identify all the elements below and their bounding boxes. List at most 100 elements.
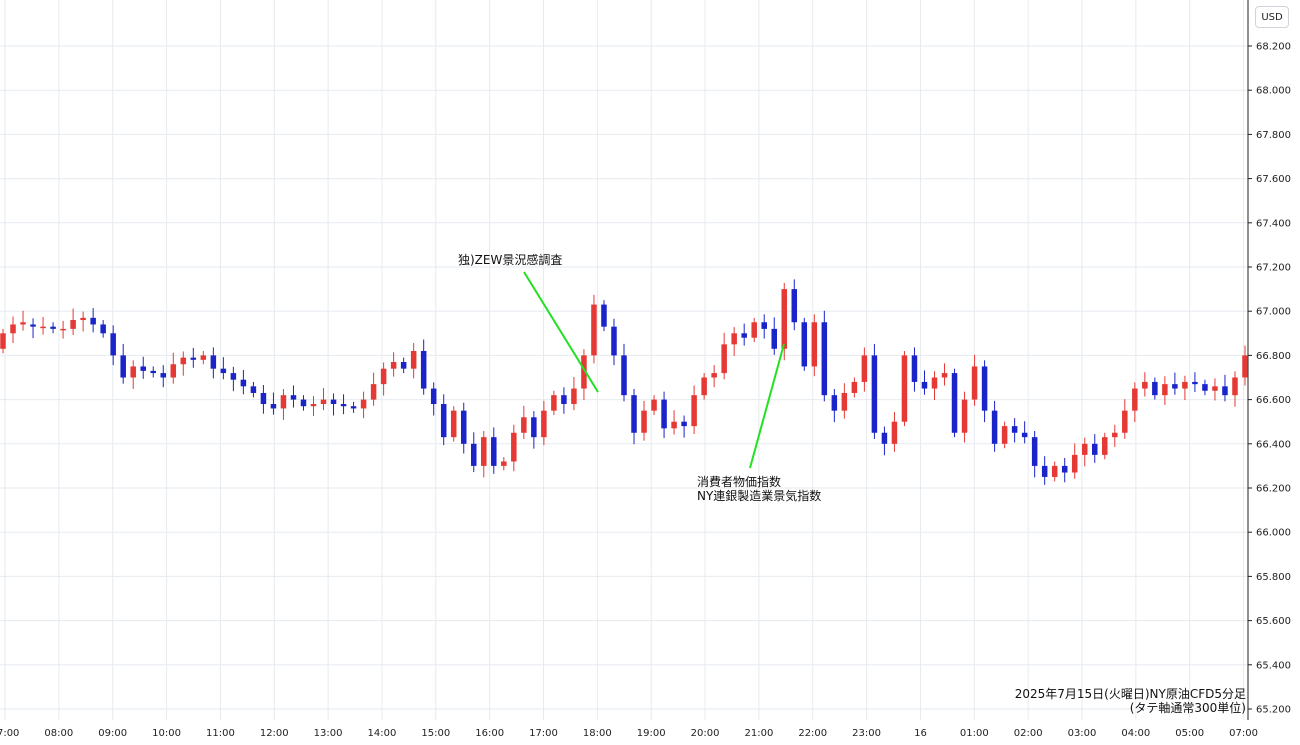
y-tick-label: 65.200 [1256, 705, 1291, 716]
candle-down [831, 395, 838, 411]
y-tick-label: 67.400 [1256, 218, 1291, 229]
candle-down [991, 410, 998, 444]
x-tick-label: 05:00 [1175, 728, 1204, 739]
candle-down [150, 370, 156, 374]
x-tick-label: 11:00 [206, 728, 235, 739]
candle-down [190, 357, 197, 360]
candle-up [481, 437, 487, 466]
annotation-cpi-label: 消費者物価指数 [697, 474, 781, 489]
candles-group [0, 279, 1248, 485]
candle-up [781, 289, 788, 349]
candle-up [701, 377, 707, 396]
x-tick-label: 02:00 [1014, 728, 1043, 739]
candle-up [280, 395, 287, 409]
time-axis[interactable]: 07:00 08:00 09:00 10:00 11:00 12:00 13:00 14:00… [0, 728, 1258, 739]
candle-up [1232, 377, 1238, 396]
candle-down [100, 324, 106, 334]
candle-down [420, 350, 427, 389]
candle-down [350, 406, 357, 409]
candle-up [1122, 410, 1128, 433]
caption-line-1: 2025年7月15日(火曜日)NY原油CFD5分足 [1014, 687, 1246, 701]
y-tick-label: 65.800 [1256, 572, 1291, 583]
x-tick-label: 14:00 [368, 728, 397, 739]
x-tick-label: 23:00 [852, 728, 881, 739]
candle-up [1212, 386, 1218, 391]
candle-up [390, 362, 397, 369]
candle-up [1112, 432, 1118, 438]
candle-down [471, 443, 477, 466]
candle-up [971, 366, 978, 400]
x-tick-label: 07:00 [0, 728, 19, 739]
candle-down [921, 381, 928, 389]
candle-down [240, 379, 247, 387]
candle-up [1132, 388, 1138, 411]
candle-down [90, 317, 96, 325]
candle-down [741, 333, 747, 338]
candle-down [821, 322, 828, 396]
candle-down [210, 355, 217, 369]
currency-button[interactable]: USD [1255, 6, 1289, 28]
x-tick-label: 21:00 [744, 728, 773, 739]
candle-up [40, 326, 46, 329]
x-tick-label: 15:00 [421, 728, 450, 739]
candle-down [230, 373, 237, 380]
x-tick-label: 03:00 [1068, 728, 1097, 739]
x-tick-label: 04:00 [1121, 728, 1150, 739]
candle-up [671, 421, 677, 429]
candle-down [911, 355, 918, 382]
x-tick-label: 20:00 [691, 728, 720, 739]
candle-down [300, 399, 307, 407]
candle-down [1222, 386, 1228, 396]
candle-down [881, 432, 888, 444]
candle-up [651, 399, 657, 411]
candle-down [1021, 432, 1028, 438]
candle-up [521, 417, 527, 433]
candle-down [1092, 443, 1098, 455]
candle-up [511, 432, 517, 462]
candle-down [771, 328, 777, 349]
candle-up [1071, 454, 1078, 473]
candle-down [1031, 437, 1038, 466]
y-tick-label: 66.200 [1256, 484, 1291, 495]
candle-down [140, 366, 146, 371]
candle-up [200, 355, 207, 360]
candle-up [10, 324, 16, 334]
candle-down [791, 289, 798, 323]
candle-up [891, 421, 898, 444]
x-tick-label: 22:00 [798, 728, 827, 739]
candle-down [621, 355, 627, 396]
candle-down [220, 368, 227, 374]
y-tick-label: 65.600 [1256, 616, 1291, 627]
candle-down [1172, 384, 1178, 389]
candle-up [170, 364, 177, 378]
caption-line-2: (タテ軸通常300単位) [1129, 701, 1246, 715]
candle-up [380, 368, 387, 385]
candle-up [0, 333, 6, 349]
candle-up [310, 404, 317, 407]
candle-down [661, 399, 667, 429]
x-tick-label: 09:00 [98, 728, 127, 739]
candle-down [531, 417, 537, 438]
candle-up [80, 317, 86, 321]
candle-down [491, 437, 497, 466]
candle-up [370, 384, 377, 400]
chart-grid [0, 0, 1248, 720]
x-tick-label: 01:00 [960, 728, 989, 739]
candle-down [1061, 465, 1068, 473]
candle-up [541, 410, 547, 438]
candle-up [721, 344, 727, 374]
candle-down [110, 333, 116, 356]
candle-down [981, 366, 988, 411]
candle-down [601, 304, 607, 327]
annotation-zew-label: 独)ZEW景況感調査 [458, 252, 562, 267]
candle-down [1152, 381, 1158, 396]
x-tick-label: 17:00 [529, 728, 558, 739]
candle-up [130, 366, 136, 378]
candle-down [681, 421, 687, 427]
price-axis[interactable]: 68.200 68.000 67.800 67.600 67.400 67.200 67.0… [1248, 42, 1291, 716]
candle-down [430, 388, 437, 405]
x-tick-label: 18:00 [583, 728, 612, 739]
candle-down [951, 373, 958, 433]
candle-down [250, 386, 257, 393]
candle-up [1081, 443, 1088, 455]
